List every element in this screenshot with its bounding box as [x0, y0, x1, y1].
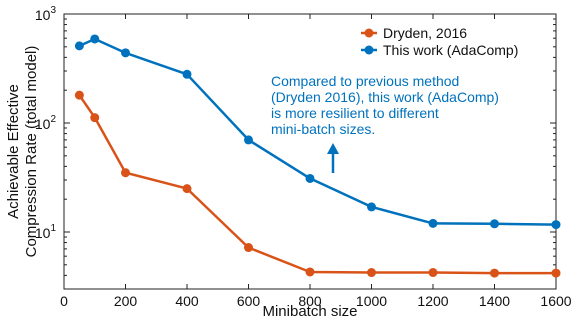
series-line-2 [78, 37, 557, 226]
x-axis: 0 200 400 600 800 1000 1200 1400 1600 [60, 14, 572, 309]
x-tick-label: 0 [60, 293, 68, 309]
legend-swatch-marker [364, 45, 374, 55]
data-point [244, 243, 253, 253]
data-point [551, 268, 561, 278]
annotation-text-line: mini-batch sizes. [271, 121, 375, 137]
series-line-1 [78, 94, 556, 275]
data-point [74, 41, 84, 51]
y-axis-label-line-2: Compression Rate (total model) [23, 46, 40, 258]
data-point [367, 202, 376, 212]
data-point [244, 135, 253, 145]
x-tick-label: 1600 [540, 293, 571, 309]
y-tick-label: 101 [35, 223, 57, 241]
x-tick-label: 1400 [479, 293, 510, 309]
y-tick-label-exponent: 1 [50, 223, 56, 234]
data-point [367, 268, 376, 278]
x-tick-label: 800 [298, 293, 322, 309]
y-tick-label: 102 [35, 114, 57, 132]
x-tick-label: 1000 [356, 293, 387, 309]
y-tick-label-base: 10 [35, 225, 51, 241]
y-tick-label-base: 10 [35, 116, 51, 132]
data-point [428, 268, 438, 278]
x-axis-label: Minibatch size [262, 303, 357, 320]
data-point [182, 69, 192, 79]
data-point [305, 267, 315, 277]
y-tick-label-base: 10 [35, 7, 51, 23]
x-tick-label: 400 [175, 293, 199, 309]
y-tick-label: 103 [35, 5, 57, 23]
y-tick-label-exponent: 3 [50, 5, 56, 16]
legend-label: Dryden, 2016 [383, 25, 467, 41]
x-tick-label: 200 [114, 293, 138, 309]
series-layer [74, 34, 561, 278]
y-axis-label-line-1: Achievable Effective [5, 84, 22, 219]
x-tick-label: 1200 [417, 293, 448, 309]
data-point [490, 268, 499, 278]
data-point [182, 184, 192, 194]
annotation-text-line: Compared to previous method [271, 73, 459, 89]
data-point [74, 90, 84, 100]
data-point [428, 218, 438, 228]
legend-swatch-marker [364, 28, 374, 38]
legend-label: This work (AdaComp) [383, 42, 518, 58]
y-tick-label-exponent: 2 [50, 114, 56, 125]
data-point [121, 168, 130, 178]
data-point [305, 173, 315, 183]
data-point [90, 113, 100, 123]
x-tick-label: 600 [237, 293, 261, 309]
annotation-arrow-head [327, 143, 339, 154]
annotation-text-line: (Dryden 2016), this work (AdaComp) [271, 89, 499, 105]
data-point [90, 34, 100, 44]
data-point [121, 48, 130, 58]
data-point [551, 220, 561, 230]
annotation-text-line: is more resilient to different [271, 105, 439, 121]
annotation: Compared to previous method(Dryden 2016)… [271, 73, 499, 173]
data-point [490, 219, 499, 229]
